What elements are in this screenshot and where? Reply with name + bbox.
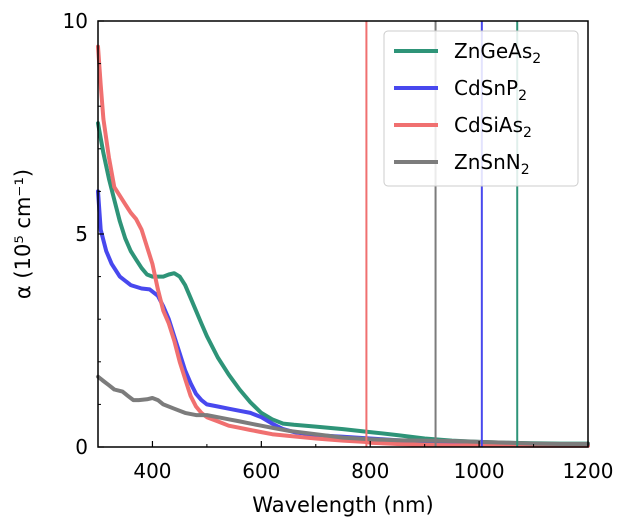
legend-entries: ZnGeAs2 CdSnP2 CdSiAs2 ZnSnN2 bbox=[394, 39, 541, 178]
legend: ZnGeAs2 CdSnP2 CdSiAs2 ZnSnN2 bbox=[383, 30, 579, 187]
x-tick-label: 1000 bbox=[454, 459, 505, 483]
x-tick-label: 400 bbox=[133, 459, 171, 483]
series-line-zngeas bbox=[96, 121, 590, 446]
series-layer bbox=[96, 44, 590, 448]
y-tick-label: 5 bbox=[75, 222, 88, 246]
tick-layer: 400 600 800 1000 1200 0 5 10 bbox=[63, 9, 614, 483]
x-tick-label: 800 bbox=[351, 459, 389, 483]
y-tick-label: 0 bbox=[75, 435, 88, 459]
legend-entry-znsnn: ZnSnN2 bbox=[394, 150, 530, 178]
x-tick-label: 600 bbox=[242, 459, 280, 483]
x-axis-title: Wavelength (nm) bbox=[252, 493, 433, 517]
legend-label: ZnGeAs2 bbox=[454, 39, 541, 67]
y-axis-title: α (10⁵ cm⁻¹) bbox=[11, 169, 35, 299]
x-tick-label: 1200 bbox=[563, 459, 614, 483]
legend-label: CdSiAs2 bbox=[454, 113, 532, 141]
series-line-cdsias bbox=[96, 44, 590, 448]
y-tick-label: 10 bbox=[63, 9, 88, 33]
legend-entry-cdsias: CdSiAs2 bbox=[394, 113, 532, 141]
legend-label: CdSnP2 bbox=[454, 76, 527, 104]
series-line-znsnn bbox=[96, 374, 590, 446]
legend-entry-cdsnp: CdSnP2 bbox=[394, 76, 527, 104]
legend-entry-zngeas: ZnGeAs2 bbox=[394, 39, 541, 67]
legend-label: ZnSnN2 bbox=[454, 150, 530, 178]
legend-box bbox=[383, 30, 579, 187]
